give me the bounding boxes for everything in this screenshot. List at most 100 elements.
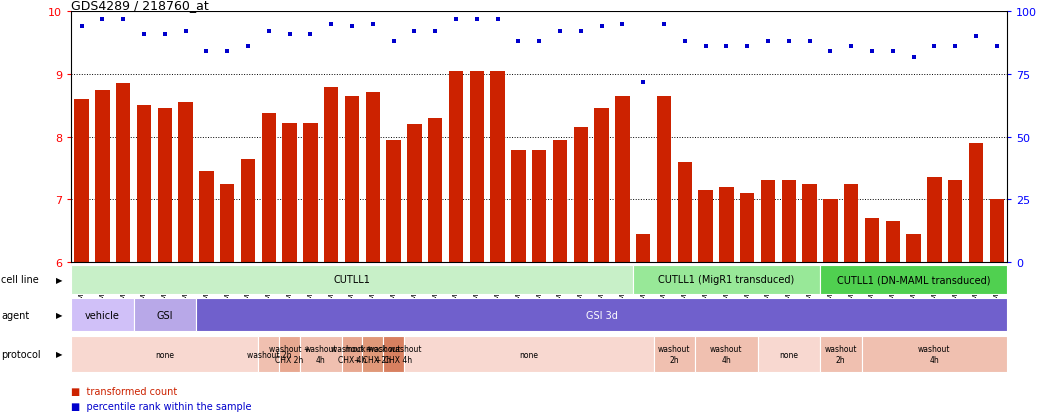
Text: agent: agent bbox=[1, 310, 29, 320]
Point bbox=[261, 29, 277, 36]
Bar bbox=[574, 128, 588, 262]
Bar bbox=[71, 336, 259, 372]
Bar bbox=[490, 72, 505, 262]
Bar bbox=[324, 88, 338, 262]
Text: none: none bbox=[519, 350, 538, 358]
Point bbox=[219, 49, 236, 56]
Text: GSI 3d: GSI 3d bbox=[585, 310, 618, 320]
Point bbox=[573, 29, 589, 36]
Bar bbox=[365, 93, 380, 262]
Point bbox=[302, 31, 318, 38]
Point bbox=[967, 34, 984, 41]
Bar bbox=[95, 90, 110, 262]
Point bbox=[177, 29, 194, 36]
Text: CUTLL1: CUTLL1 bbox=[334, 275, 371, 285]
Bar bbox=[698, 190, 713, 262]
Bar bbox=[865, 218, 879, 262]
Bar bbox=[595, 109, 609, 262]
Bar bbox=[344, 97, 359, 262]
Text: ▶: ▶ bbox=[57, 311, 63, 319]
Bar bbox=[632, 266, 820, 294]
Point bbox=[946, 44, 963, 51]
Text: CUTLL1 (MigR1 transduced): CUTLL1 (MigR1 transduced) bbox=[659, 275, 795, 285]
Bar bbox=[157, 109, 172, 262]
Text: washout +
CHX 2h: washout + CHX 2h bbox=[269, 344, 310, 364]
Point bbox=[885, 49, 901, 56]
Bar bbox=[862, 336, 1007, 372]
Bar bbox=[283, 123, 297, 262]
Bar bbox=[823, 200, 838, 262]
Bar bbox=[71, 299, 134, 331]
Point bbox=[282, 31, 298, 38]
Point bbox=[322, 21, 339, 28]
Bar bbox=[844, 184, 859, 262]
Bar bbox=[241, 159, 255, 262]
Bar bbox=[802, 184, 817, 262]
Point bbox=[906, 54, 922, 61]
Bar bbox=[532, 151, 547, 262]
Text: vehicle: vehicle bbox=[85, 310, 119, 320]
Point bbox=[676, 39, 693, 46]
Point bbox=[156, 31, 173, 38]
Point bbox=[489, 17, 506, 23]
Point bbox=[73, 24, 90, 31]
Bar bbox=[220, 184, 235, 262]
Text: mock washout
+ CHX 2h: mock washout + CHX 2h bbox=[346, 344, 401, 364]
Bar bbox=[74, 100, 89, 262]
Text: GDS4289 / 218760_at: GDS4289 / 218760_at bbox=[71, 0, 209, 12]
Text: CUTLL1 (DN-MAML transduced): CUTLL1 (DN-MAML transduced) bbox=[837, 275, 990, 285]
Point bbox=[468, 17, 485, 23]
Bar bbox=[280, 336, 300, 372]
Point bbox=[531, 39, 548, 46]
Text: ▶: ▶ bbox=[57, 275, 63, 284]
Point bbox=[594, 24, 610, 31]
Point bbox=[780, 39, 797, 46]
Bar bbox=[71, 266, 632, 294]
Point bbox=[406, 29, 423, 36]
Point bbox=[240, 44, 257, 51]
Bar bbox=[740, 194, 755, 262]
Point bbox=[427, 29, 444, 36]
Text: none: none bbox=[155, 350, 174, 358]
Bar bbox=[968, 144, 983, 262]
Bar bbox=[428, 119, 443, 262]
Bar bbox=[362, 336, 383, 372]
Bar bbox=[304, 123, 317, 262]
Text: ■  transformed count: ■ transformed count bbox=[71, 387, 177, 396]
Point bbox=[343, 24, 360, 31]
Bar bbox=[886, 222, 900, 262]
Point bbox=[822, 49, 839, 56]
Point bbox=[364, 21, 381, 28]
Bar bbox=[820, 266, 1007, 294]
Point bbox=[94, 17, 111, 23]
Point bbox=[448, 17, 465, 23]
Text: ■  percentile rank within the sample: ■ percentile rank within the sample bbox=[71, 401, 251, 411]
Text: washout
2h: washout 2h bbox=[825, 344, 857, 364]
Text: washout
4h: washout 4h bbox=[918, 344, 951, 364]
Point bbox=[843, 44, 860, 51]
Bar bbox=[781, 181, 796, 262]
Bar bbox=[134, 299, 196, 331]
Bar bbox=[196, 299, 1007, 331]
Text: washout 2h: washout 2h bbox=[246, 350, 291, 358]
Text: mock washout
+ CHX 4h: mock washout + CHX 4h bbox=[365, 344, 421, 364]
Point bbox=[739, 44, 756, 51]
Point bbox=[718, 44, 735, 51]
Bar bbox=[386, 140, 401, 262]
Bar bbox=[820, 336, 862, 372]
Bar bbox=[199, 172, 214, 262]
Bar bbox=[656, 97, 671, 262]
Bar bbox=[553, 140, 567, 262]
Bar bbox=[928, 178, 941, 262]
Bar bbox=[907, 234, 921, 262]
Bar bbox=[695, 336, 758, 372]
Point bbox=[634, 79, 651, 85]
Bar bbox=[719, 188, 734, 262]
Point bbox=[198, 49, 215, 56]
Point bbox=[115, 17, 132, 23]
Bar bbox=[137, 106, 151, 262]
Text: washout
4h: washout 4h bbox=[305, 344, 337, 364]
Bar bbox=[469, 72, 484, 262]
Text: cell line: cell line bbox=[1, 275, 39, 285]
Bar bbox=[262, 114, 276, 262]
